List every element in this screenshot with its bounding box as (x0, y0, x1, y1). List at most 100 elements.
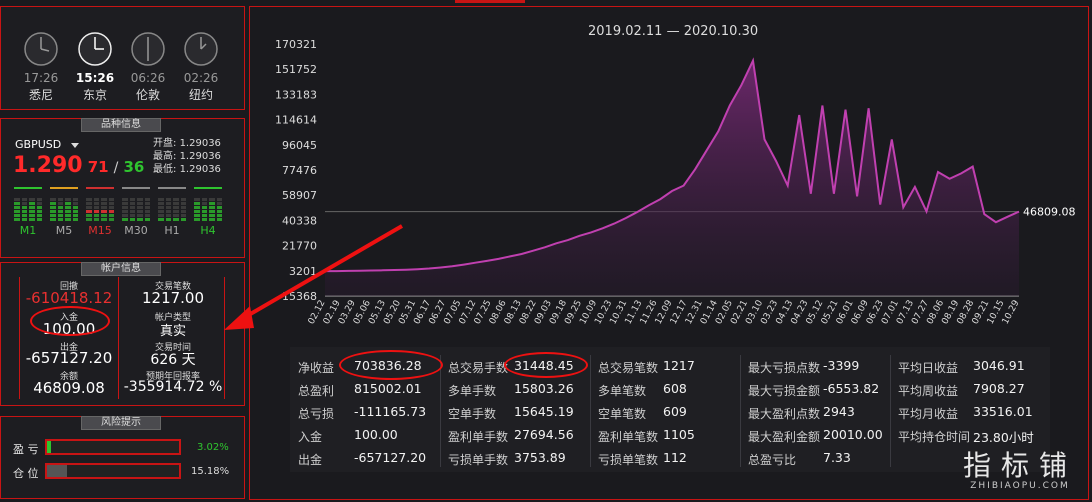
stat-label: 多单笔数 (598, 384, 647, 398)
balance-value: 46809.08 (33, 379, 105, 397)
ohl-values: 开盘: 1.29036 最高: 1.29036 最低: 1.29036 (153, 137, 221, 176)
total-lots-highlight (504, 352, 588, 378)
clock-face-icon (184, 32, 218, 66)
price-sep: / (113, 160, 119, 176)
annotation-arrow (224, 224, 404, 330)
stat-value: 15645.19 (514, 404, 574, 419)
watermark: 指标铺 ZHIBIAOPU.COM (955, 451, 1085, 492)
clock-time: 17:26 (23, 71, 59, 85)
stat-value: 112 (663, 450, 687, 465)
stat-label: 总盈利 (298, 384, 335, 398)
price-mid: 71 (87, 158, 109, 176)
price-display: 1.290 71 / 36 (13, 153, 144, 178)
timeframe-meter[interactable] (50, 187, 78, 225)
clock-sydney: 17:26 悉尼 (21, 31, 61, 103)
low-label: 最低: (153, 164, 177, 175)
profit-meter (45, 439, 181, 455)
stat-label: 盈利单手数 (448, 430, 509, 444)
stat-value: 33516.01 (973, 404, 1033, 419)
stat-value: 3753.89 (514, 450, 566, 465)
stat-label: 平均持仓时间 (898, 430, 971, 444)
open-value: 1.29036 (179, 138, 221, 149)
timeframe-label[interactable]: M5 (55, 224, 73, 237)
timeframe-label[interactable]: M30 (124, 224, 148, 237)
balance-label: 余额 (59, 372, 78, 382)
withdraw-value: -657127.20 (25, 349, 113, 367)
stats-column-divider (590, 355, 591, 467)
profit-meter-fill (47, 441, 51, 453)
clock-panel: 17:26 悉尼 15:26 东京 06:26 伦敦 02:26 纽约 (0, 6, 245, 110)
stat-label: 平均周收益 (898, 384, 959, 398)
clock-city: 纽约 (188, 88, 213, 102)
open-label: 开盘: (153, 138, 177, 149)
timeframe-label[interactable]: M15 (88, 224, 112, 237)
low-row: 最低: 1.29036 (153, 163, 221, 176)
clock-tokyo: 15:26 东京 (75, 31, 115, 103)
stat-value: 1217 (663, 358, 695, 373)
clock-newyork: 02:26 纽约 (181, 31, 221, 103)
open-row: 开盘: 1.29036 (153, 137, 221, 150)
y-tick-label: 114614 (275, 114, 317, 127)
position-meter-fill (47, 465, 67, 477)
stat-value: -3399 (823, 358, 860, 373)
stat-value: 23.80小时 (973, 430, 1034, 445)
panel-title: 风险提示 (81, 416, 161, 430)
stat-label: 总盈亏比 (748, 453, 797, 467)
stat-label: 空单笔数 (598, 407, 647, 421)
timeframe-label[interactable]: H4 (200, 224, 216, 237)
y-tick-label: 21770 (282, 240, 317, 253)
y-tick-label: 151752 (275, 63, 317, 76)
stat-value: 7908.27 (973, 381, 1025, 396)
y-tick-label: 77476 (282, 164, 317, 177)
stat-value: 27694.56 (514, 427, 574, 442)
symbol-name: GBPUSD (15, 138, 62, 151)
drawdown-label: 回撤 (59, 282, 78, 292)
stat-label: 总亏损 (298, 407, 335, 421)
timeframe-label[interactable]: H1 (164, 224, 180, 237)
stat-label: 出金 (298, 453, 323, 467)
stat-value: 7.33 (823, 450, 851, 465)
drawdown-value: -610418.12 (25, 289, 113, 307)
stat-label: 总交易笔数 (598, 361, 659, 375)
stat-label: 净收益 (298, 361, 335, 375)
symbol-select[interactable]: GBPUSD (15, 138, 79, 151)
last-value-label: 46809.08 (1023, 206, 1076, 219)
stat-label: 入金 (298, 430, 323, 444)
panel-title: 帐户信息 (81, 262, 161, 276)
deposit-highlight (30, 306, 110, 336)
stat-value: 815002.01 (354, 381, 422, 396)
position-meter (45, 463, 181, 479)
clock-face-icon (78, 32, 112, 66)
top-accent-bar (455, 0, 525, 3)
clock-city: 悉尼 (28, 88, 53, 102)
clock-face-icon (24, 32, 58, 66)
stat-label: 平均日收益 (898, 361, 959, 375)
timeframe-meter[interactable] (158, 187, 186, 225)
account-right-box (121, 277, 225, 399)
account-panel: 帐户信息 回撤 -610418.12 入金 100.00 出金 -657127.… (0, 262, 245, 406)
position-pct: 15.18% (191, 466, 230, 477)
stat-label: 最大盈利点数 (748, 407, 821, 421)
timeframe-meter[interactable] (14, 187, 42, 225)
watermark-en: ZHIBIAOPU.COM (970, 481, 1070, 491)
price-small: 36 (123, 158, 145, 176)
timeframe-meter[interactable] (194, 187, 222, 225)
y-tick-label: 58907 (282, 189, 317, 202)
timeframe-meter[interactable] (122, 187, 150, 225)
stat-label: 亏损单手数 (448, 453, 509, 467)
stat-value: 2943 (823, 404, 855, 419)
timeframe-meter[interactable] (86, 187, 114, 225)
profit-pct: 3.02% (197, 442, 229, 453)
timeframe-label[interactable]: M1 (19, 224, 37, 237)
stat-value: -111165.73 (354, 404, 427, 419)
trades-label: 交易笔数 (154, 282, 191, 292)
stats-column-divider (440, 355, 441, 467)
high-row: 最高: 1.29036 (153, 150, 221, 163)
stat-label: 最大亏损点数 (748, 361, 821, 375)
stat-label: 平均月收益 (898, 407, 959, 421)
y-tick-label: 133183 (275, 88, 317, 101)
clock-city: 东京 (82, 88, 107, 102)
position-label: 仓 位 (13, 467, 39, 480)
clock-face-icon (131, 32, 165, 66)
high-label: 最高: (153, 151, 177, 162)
